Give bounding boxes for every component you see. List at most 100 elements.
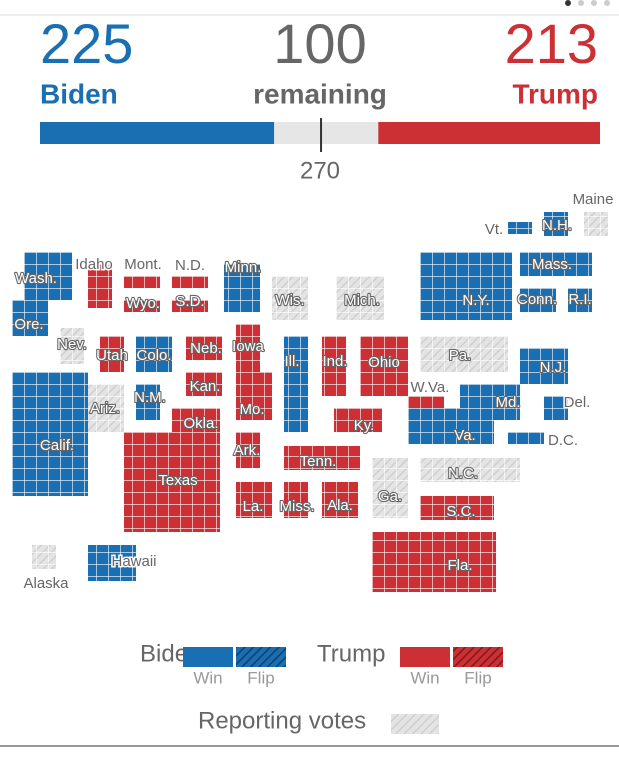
state-label: Utah [96,347,128,364]
state [372,458,408,518]
state-label: Iowa [232,338,264,355]
state [568,288,592,312]
tile-grid [136,336,172,372]
tile-grid [420,252,512,320]
legend-swatch [183,647,233,667]
state-label: Tenn. [300,453,337,470]
state-label: Alaska [23,575,69,592]
state-label: Del. [564,394,591,411]
state [284,446,360,470]
legend-win: Win [410,668,439,687]
state-label: Nev. [57,336,87,353]
tile-grid [568,288,592,312]
state-label: N.J. [540,359,567,376]
state-label: W.Va. [411,379,450,396]
tile-grid [520,252,592,276]
legend-flip: Flip [464,668,491,687]
legend-swatch [236,647,286,667]
trump-bar [378,122,600,144]
state-label: Colo. [136,347,171,364]
state-label: Calif. [40,437,74,454]
state [544,396,568,420]
state [136,384,160,420]
state-label: Wyo. [126,295,160,312]
legend-trump: Trump [317,640,385,667]
tile-grid [372,458,408,518]
tile-grid [322,336,346,396]
state [124,300,160,312]
state [408,408,494,444]
state [520,288,556,312]
state [272,276,308,320]
tile-grid [544,212,568,236]
state-label: Fla. [447,557,472,574]
tile-grid [88,545,136,581]
state-label: Wash. [15,270,57,287]
state [12,372,88,496]
state [508,222,532,234]
state [136,336,172,372]
tile-grid [136,384,160,420]
state-label: La. [243,498,264,515]
state-label: Miss. [280,498,315,515]
state-label: N.M. [134,389,166,406]
tile-grid [520,288,556,312]
state-label: N.Y. [462,292,489,309]
state [60,328,84,364]
legend: Biden Win Flip Trump Win Flip Reporting … [140,640,503,734]
tile-grid [508,222,532,234]
state [544,212,568,236]
state [360,336,408,396]
tile-grid [336,276,384,320]
state [322,482,358,518]
state-label: Ariz. [90,400,120,417]
state-label: Minn. [225,259,262,276]
tile-grid [224,264,260,312]
state-label: Mo. [239,401,264,418]
tile-grid [360,336,408,396]
state [236,432,260,468]
state [284,482,308,518]
tile-grid [508,432,544,444]
tile-grid [172,300,208,312]
tile-grid [420,458,520,482]
state-label: Maine [573,191,614,208]
biden-count: 225 [40,12,133,75]
state [88,545,136,581]
tile-grid [322,482,358,518]
tile-grid [284,446,360,470]
tile-grid [32,545,56,569]
legend-win: Win [193,668,222,687]
tile-grid [24,252,72,300]
tile-grid [172,408,220,432]
state [520,252,592,276]
legend-swatch [400,647,450,667]
tile-grid [284,336,308,432]
state-label: Vt. [485,221,503,238]
state-label: Wis. [275,292,304,309]
tile-grid [236,432,260,468]
tile-grid [124,432,220,532]
state [322,336,346,396]
state [584,212,608,236]
state-label: Ky. [354,417,375,434]
state [12,300,48,336]
tile-grid [236,482,272,518]
state-label: Hawaii [111,553,156,570]
state [236,324,260,372]
state-label: S.D. [175,293,204,310]
state-label: N.H. [542,217,572,234]
state-label: R.I. [568,291,591,308]
state [186,336,222,360]
state [172,408,220,432]
state [420,496,494,520]
state-label: Mass. [532,256,572,273]
state [88,384,124,432]
state-label: S.C. [446,503,475,520]
legend-swatch [453,647,503,667]
tile-grid [88,264,112,308]
state [236,372,272,420]
remaining-bar [274,122,379,144]
state-label: Neb. [190,340,222,357]
